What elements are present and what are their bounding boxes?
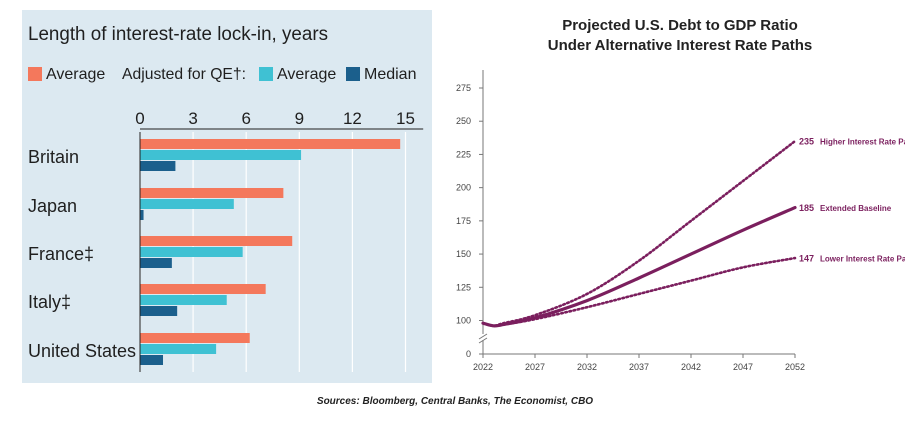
y-tick-label: 250 (456, 116, 471, 126)
series-end-value: 147 (799, 254, 814, 264)
legend-prefix-adjusted-for-qe: Adjusted for QE†: (122, 66, 246, 83)
bar-average-adjusted (140, 247, 243, 257)
left-chart-title: Length of interest-rate lock-in, years (28, 24, 328, 45)
x-tick-label: 15 (396, 109, 415, 128)
y-tick-label: 125 (456, 282, 471, 292)
series-end-name: Extended Baseline (820, 204, 892, 213)
bar-average-unadjusted (140, 236, 293, 246)
legend-swatch-average-unadjusted (28, 67, 42, 81)
y-tick-label: 200 (456, 183, 471, 193)
left-bar-chart: Length of interest-rate lock-in, years Av… (28, 24, 424, 372)
category-label: Britain (28, 147, 79, 167)
x-tick-label: 2047 (733, 362, 753, 372)
right-chart-title-line-2: Under Alternative Interest Rate Paths (547, 37, 813, 54)
series-end-name: Lower Interest Rate Path (820, 255, 905, 264)
right-chart-title-line-1: Projected U.S. Debt to GDP Ratio (562, 17, 798, 34)
series-end-name: Higher Interest Rate Path (820, 138, 905, 147)
x-tick-label: 3 (188, 109, 197, 128)
x-tick-label: 2042 (681, 362, 701, 372)
category-label: United States (28, 341, 136, 361)
axis-break-mark (478, 337, 488, 344)
bar-average-adjusted (140, 295, 227, 305)
bar-median (140, 306, 178, 316)
bar-average-adjusted (140, 344, 217, 354)
series-line-lower-interest-rate-path (481, 256, 797, 328)
category-label: Italy‡ (28, 292, 71, 312)
legend-label-median: Median (364, 66, 416, 83)
axis-break-mark (478, 333, 488, 340)
category-label: Japan (28, 196, 77, 216)
x-tick-label: 2022 (473, 362, 493, 372)
bar-median (140, 355, 164, 365)
x-tick-label: 9 (295, 109, 304, 128)
x-tick-label: 6 (241, 109, 250, 128)
x-tick-label: 2037 (629, 362, 649, 372)
series-end-value: 235 (799, 137, 814, 147)
right-line-chart: 0 100 125 150 175 200 225 250 275 2022 2027 2032 203… (456, 70, 905, 372)
x-tick-label: 2027 (525, 362, 545, 372)
left-chart-panel: Length of interest-rate lock-in, years Av… (22, 10, 432, 383)
bar-median (140, 161, 176, 171)
x-tick-label: 2032 (577, 362, 597, 372)
bar-average-adjusted (140, 199, 234, 209)
legend-swatch-median (346, 67, 360, 81)
x-tick-label: 2052 (785, 362, 805, 372)
series-line-higher-interest-rate-path (481, 139, 797, 328)
series-end-value: 185 (799, 203, 814, 213)
right-chart-title: Projected U.S. Debt to GDP Ratio Under A… (470, 16, 890, 56)
legend-swatch-average-adjusted (259, 67, 273, 81)
bar-average-unadjusted (140, 284, 266, 294)
bar-average-adjusted (140, 150, 302, 160)
legend-label-average-adjusted: Average (277, 66, 336, 83)
bar-median (140, 258, 172, 268)
source-note: Sources: Bloomberg, Central Banks, The E… (316, 396, 594, 407)
bar-average-unadjusted (140, 333, 250, 343)
series-end-label: 185 Extended Baseline (799, 203, 892, 213)
y-tick-label: 150 (456, 249, 471, 259)
y-tick-label: 175 (456, 216, 471, 226)
bar-average-unadjusted (140, 139, 401, 149)
bar-average-unadjusted (140, 188, 284, 198)
y-tick-label: 0 (466, 349, 471, 359)
x-tick-label: 12 (343, 109, 362, 128)
y-tick-label: 275 (456, 83, 471, 93)
y-tick-label: 100 (456, 316, 471, 326)
y-tick-label: 225 (456, 149, 471, 159)
category-label: France‡ (28, 244, 94, 264)
bar-median (140, 210, 144, 220)
x-tick-label: 0 (135, 109, 144, 128)
legend-label-average-unadjusted: Average (46, 66, 105, 83)
